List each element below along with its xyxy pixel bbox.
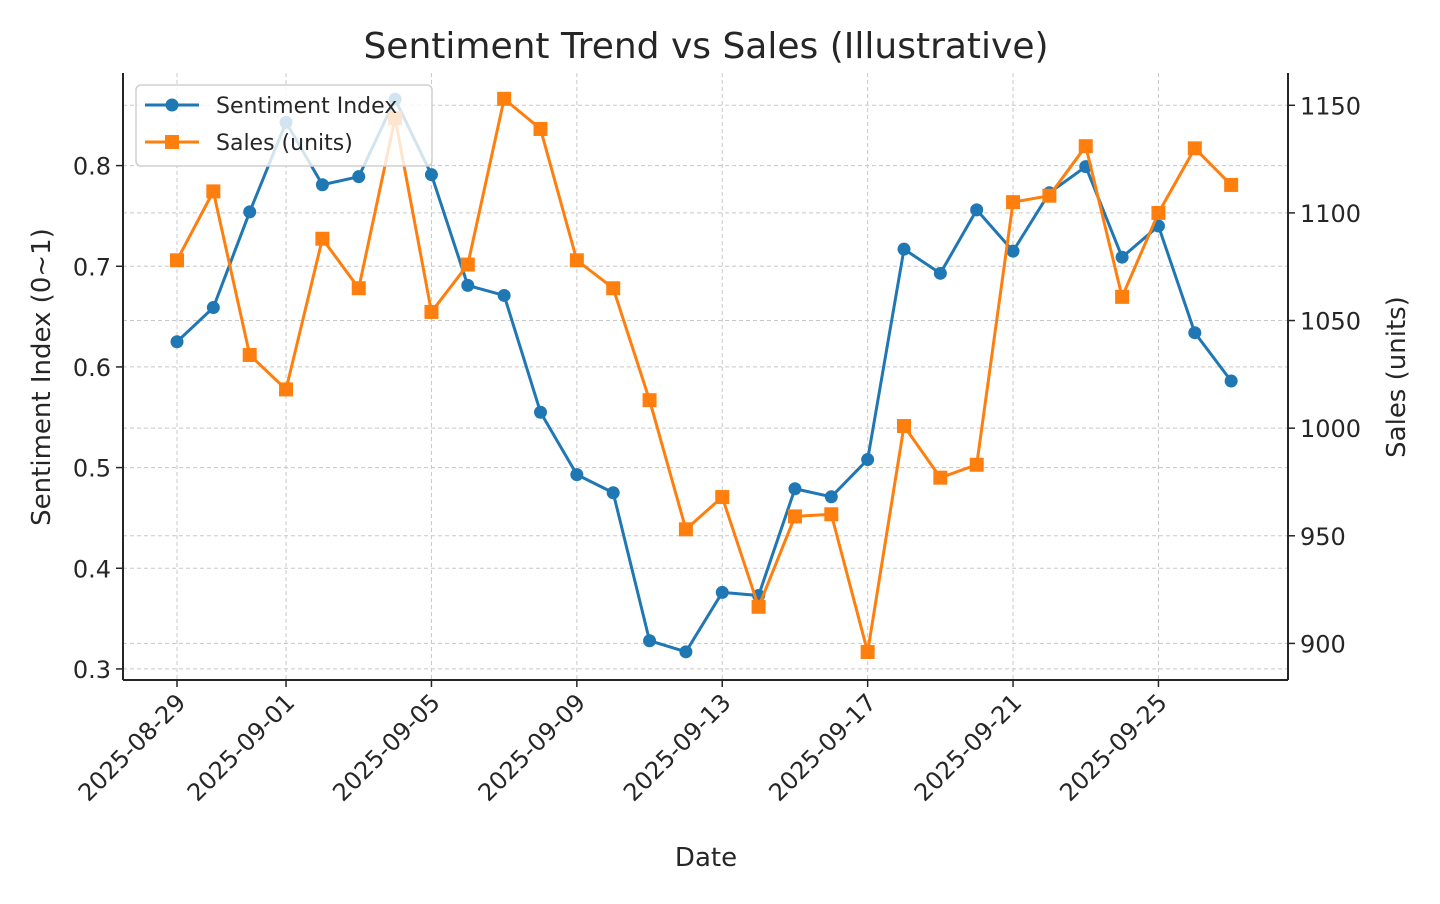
data-point-sentiment — [679, 645, 693, 659]
data-point-sales — [206, 184, 221, 199]
data-point-sentiment — [1224, 374, 1238, 388]
data-point-sales — [242, 347, 257, 362]
x-tick-label: 2025-09-25 — [1054, 688, 1172, 806]
data-point-sales — [351, 281, 366, 296]
data-point-sales — [569, 253, 584, 268]
data-point-sales — [460, 257, 475, 272]
data-point-sales — [642, 393, 657, 408]
y2-tick-label: 1050 — [1300, 308, 1361, 336]
series-line-sales — [175, 97, 1233, 654]
y-tick-label: 0.3 — [73, 656, 111, 684]
series-group — [170, 91, 1239, 660]
data-point-sales — [1006, 195, 1021, 210]
data-point-sales — [933, 470, 948, 485]
x-tick-label: 2025-09-05 — [327, 688, 445, 806]
x-tick-label: 2025-09-01 — [182, 688, 300, 806]
data-point-sentiment — [715, 585, 729, 599]
data-point-sentiment — [970, 203, 984, 217]
data-point-sentiment — [1115, 250, 1129, 264]
data-point-sentiment — [206, 301, 220, 315]
x-tick-label: 2025-09-21 — [909, 688, 1027, 806]
data-point-sales — [715, 490, 730, 505]
data-point-sales — [533, 121, 548, 136]
x-tick-label: 2025-09-17 — [763, 688, 881, 806]
legend-label-sales: Sales (units) — [216, 131, 353, 156]
data-point-sales — [1151, 205, 1166, 220]
x-tick-label: 2025-09-09 — [473, 688, 591, 806]
data-point-sales — [751, 599, 766, 614]
chart-title: Sentiment Trend vs Sales (Illustrative) — [363, 26, 1048, 67]
data-point-sentiment — [170, 335, 184, 349]
data-point-sales — [170, 253, 184, 268]
legend-marker-sentiment — [165, 98, 179, 112]
data-point-sales — [497, 91, 512, 106]
data-point-sales — [279, 382, 294, 397]
y2-tick-label: 950 — [1300, 523, 1346, 551]
data-point-sentiment — [643, 634, 657, 648]
data-point-sentiment — [788, 482, 802, 496]
data-point-sentiment — [315, 178, 329, 192]
data-point-sales — [1042, 188, 1057, 203]
data-point-sentiment — [424, 168, 438, 182]
x-tick-label: 2025-09-13 — [618, 688, 736, 806]
x-tick-label: 2025-08-29 — [73, 688, 191, 806]
data-point-sales — [1115, 289, 1130, 304]
y-tick-label: 0.5 — [73, 455, 111, 483]
data-point-sentiment — [1188, 326, 1202, 340]
data-point-sales — [678, 522, 693, 537]
y2-axis-label: Sales (units) — [1382, 296, 1412, 458]
y-tick-label: 0.4 — [73, 555, 111, 583]
data-point-sentiment — [461, 278, 475, 292]
data-point-sentiment — [570, 468, 584, 482]
data-point-sales — [1078, 139, 1093, 154]
y2-tick-label: 1150 — [1300, 92, 1361, 120]
data-point-sales — [606, 281, 621, 296]
data-point-sales — [787, 509, 802, 524]
data-point-sales — [969, 457, 984, 472]
y2-tick-label: 1100 — [1300, 200, 1361, 228]
data-point-sentiment — [534, 405, 547, 419]
legend-label-sentiment: Sentiment Index — [216, 94, 397, 119]
legend: Sentiment Index Sales (units) — [135, 84, 433, 167]
y2-tick-label: 1000 — [1300, 415, 1361, 443]
data-point-sentiment — [933, 266, 947, 280]
y-tick-label: 0.7 — [73, 253, 111, 281]
data-point-sales — [1187, 141, 1202, 156]
data-point-sentiment — [897, 242, 911, 256]
x-axis-label: Date — [675, 843, 737, 873]
data-point-sales — [897, 419, 911, 434]
data-point-sentiment — [497, 288, 511, 302]
y2-tick-label: 900 — [1300, 630, 1346, 658]
data-point-sentiment — [352, 170, 366, 184]
data-point-sentiment — [243, 205, 257, 219]
data-point-sales — [424, 304, 439, 319]
data-point-sentiment — [1006, 244, 1020, 258]
data-point-sales — [860, 645, 875, 660]
legend-marker-sales — [165, 135, 179, 149]
data-point-sentiment — [606, 486, 620, 500]
series-line-sentiment — [175, 97, 1233, 654]
data-point-sales — [1224, 177, 1239, 192]
data-point-sentiment — [861, 453, 875, 467]
grid — [123, 73, 1288, 680]
data-point-sales — [824, 507, 839, 522]
y-axis-label: Sentiment Index (0~1) — [27, 228, 57, 526]
y-tick-label: 0.8 — [73, 153, 111, 181]
data-point-sentiment — [824, 490, 838, 504]
data-point-sales — [315, 231, 330, 246]
y-tick-label: 0.6 — [73, 354, 111, 382]
legend-box — [135, 84, 433, 167]
